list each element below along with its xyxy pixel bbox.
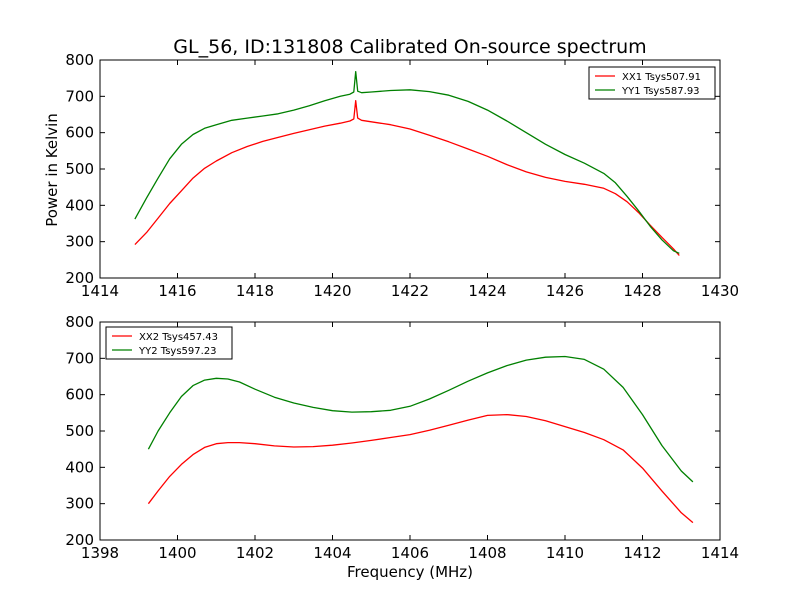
- top-xtick-label-5: 1424: [468, 282, 506, 300]
- bottom-ytick-label-6: 800: [65, 313, 94, 331]
- bottom-xtick-label-2: 1402: [236, 544, 274, 562]
- top-ytick-label-3: 500: [65, 160, 94, 178]
- bottom-xtick-label-8: 1414: [701, 544, 739, 562]
- bottom-panel: 1398 1400 1402 1404 1406 1408 1410 1412 1414 200 3…: [65, 313, 739, 562]
- top-legend-label-0: XX1 Tsys507.91: [622, 72, 701, 83]
- bottom-panel-series: [147, 355, 694, 524]
- x-axis-label: Frequency (MHz): [347, 563, 473, 581]
- top-panel: 1414 1416 1418 1420 1422 1424 1426 1428 1430 200 3…: [65, 51, 739, 300]
- top-series-0-line: [134, 100, 680, 256]
- top-xtick-label-2: 1418: [236, 282, 274, 300]
- top-ytick-label-6: 800: [65, 51, 94, 69]
- top-ytick-label-1: 300: [65, 233, 94, 251]
- bottom-panel-legend: XX2 Tsys457.43 YY2 Tsys597.23: [105, 326, 233, 360]
- bottom-ytick-label-5: 700: [65, 349, 94, 367]
- top-panel-legend: XX1 Tsys507.91 YY1 Tsys587.93: [588, 66, 716, 100]
- bottom-xtick-label-4: 1406: [391, 544, 429, 562]
- y-axis-label: Power in Kelvin: [43, 113, 61, 227]
- bottom-xtick-label-5: 1408: [468, 544, 506, 562]
- bottom-xtick-label-3: 1404: [313, 544, 351, 562]
- top-legend-box: [588, 66, 716, 100]
- top-ytick-label-4: 600: [65, 124, 94, 142]
- bottom-xtick-label-7: 1412: [623, 544, 661, 562]
- top-xtick-label-7: 1428: [623, 282, 661, 300]
- top-xtick-label-1: 1416: [158, 282, 196, 300]
- bottom-legend-box: [105, 326, 233, 360]
- figure-title: GL_56, ID:131808 Calibrated On-source sp…: [173, 36, 646, 58]
- top-panel-series: [134, 70, 680, 256]
- bottom-xtick-label-6: 1410: [546, 544, 584, 562]
- top-xtick-label-4: 1422: [391, 282, 429, 300]
- bottom-legend-label-0: XX2 Tsys457.43: [139, 332, 218, 343]
- bottom-series-0-line: [147, 413, 694, 524]
- top-xtick-label-3: 1420: [313, 282, 351, 300]
- top-panel-ticks: 1414 1416 1418 1420 1422 1424 1426 1428 1430 200 3…: [65, 51, 739, 300]
- top-ytick-label-5: 700: [65, 87, 94, 105]
- bottom-series-1-line: [147, 355, 694, 483]
- top-xtick-label-8: 1430: [701, 282, 739, 300]
- bottom-xtick-label-1: 1400: [158, 544, 196, 562]
- top-ytick-label-2: 400: [65, 196, 94, 214]
- bottom-ytick-label-3: 500: [65, 422, 94, 440]
- bottom-ytick-label-1: 300: [65, 495, 94, 513]
- bottom-panel-ticks: 1398 1400 1402 1404 1406 1408 1410 1412 1414 200 3…: [65, 313, 739, 562]
- top-series-1-line: [134, 70, 680, 254]
- top-xtick-label-0: 1414: [81, 282, 119, 300]
- top-legend-label-1: YY1 Tsys587.93: [621, 86, 700, 97]
- bottom-xtick-label-0: 1398: [81, 544, 119, 562]
- bottom-ytick-label-0: 200: [65, 531, 94, 549]
- bottom-legend-label-1: YY2 Tsys597.23: [138, 346, 217, 357]
- top-xtick-label-6: 1426: [546, 282, 584, 300]
- top-ytick-label-0: 200: [65, 269, 94, 287]
- bottom-ytick-label-2: 400: [65, 458, 94, 476]
- bottom-ytick-label-4: 600: [65, 386, 94, 404]
